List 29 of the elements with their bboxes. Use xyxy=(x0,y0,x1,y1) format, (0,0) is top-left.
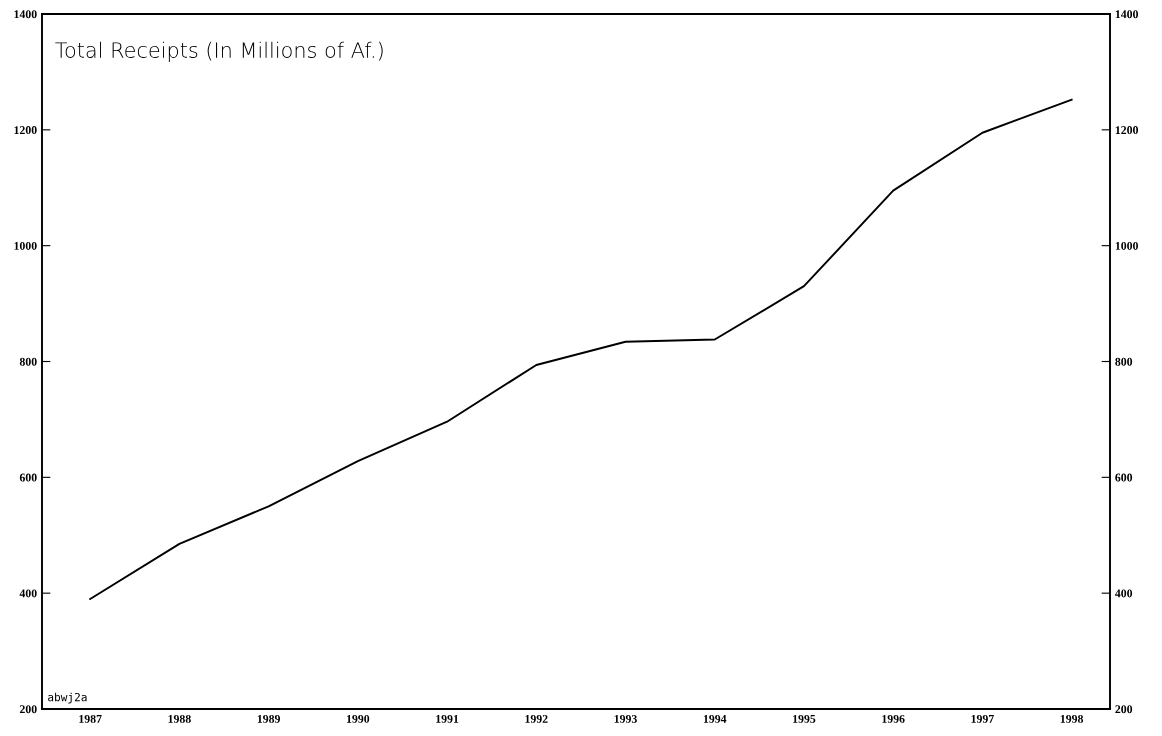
text: Total Receipts (In Millions of Af.) xyxy=(55,41,383,62)
x-tick-label: 1995 xyxy=(793,714,816,723)
y2-tick-label: 1400 xyxy=(1115,10,1139,19)
x-tick-label: 1997 xyxy=(971,714,994,723)
y2-tick-label: 400 xyxy=(1115,589,1133,598)
y-tick-label: 1000 xyxy=(14,241,37,250)
x-tick-label: 1991 xyxy=(436,714,459,723)
y-tick-label: 1200 xyxy=(14,126,37,135)
x-tick-label: 1987 xyxy=(79,714,102,723)
y-tick-label: 200 xyxy=(19,705,37,714)
annotation: abwj2a xyxy=(48,692,87,704)
x-tick-label: 1996 xyxy=(882,714,905,723)
y2-tick-label: 1200 xyxy=(1115,126,1139,135)
x-tick-label: 1998 xyxy=(1060,714,1084,723)
x-tick-label: 1989 xyxy=(257,714,281,723)
y-tick-label: 1400 xyxy=(14,10,37,19)
y2-tick-label: 600 xyxy=(1115,473,1133,482)
y2-tick-label: 1000 xyxy=(1115,241,1139,250)
y-tick-label: 600 xyxy=(19,473,37,482)
y-tick-label: 800 xyxy=(19,357,37,366)
y2-tick-label: 800 xyxy=(1115,357,1133,366)
y2-tick-label: 200 xyxy=(1115,705,1133,714)
x-tick-label: 1994 xyxy=(703,714,727,723)
x-tick-label: 1988 xyxy=(168,714,191,723)
x-tick-label: 1990 xyxy=(346,714,370,723)
x-tick-label: 1992 xyxy=(525,714,548,723)
y-tick-label: 400 xyxy=(19,589,37,598)
line-series xyxy=(89,98,1073,600)
x-tick-label: 1993 xyxy=(614,714,637,723)
